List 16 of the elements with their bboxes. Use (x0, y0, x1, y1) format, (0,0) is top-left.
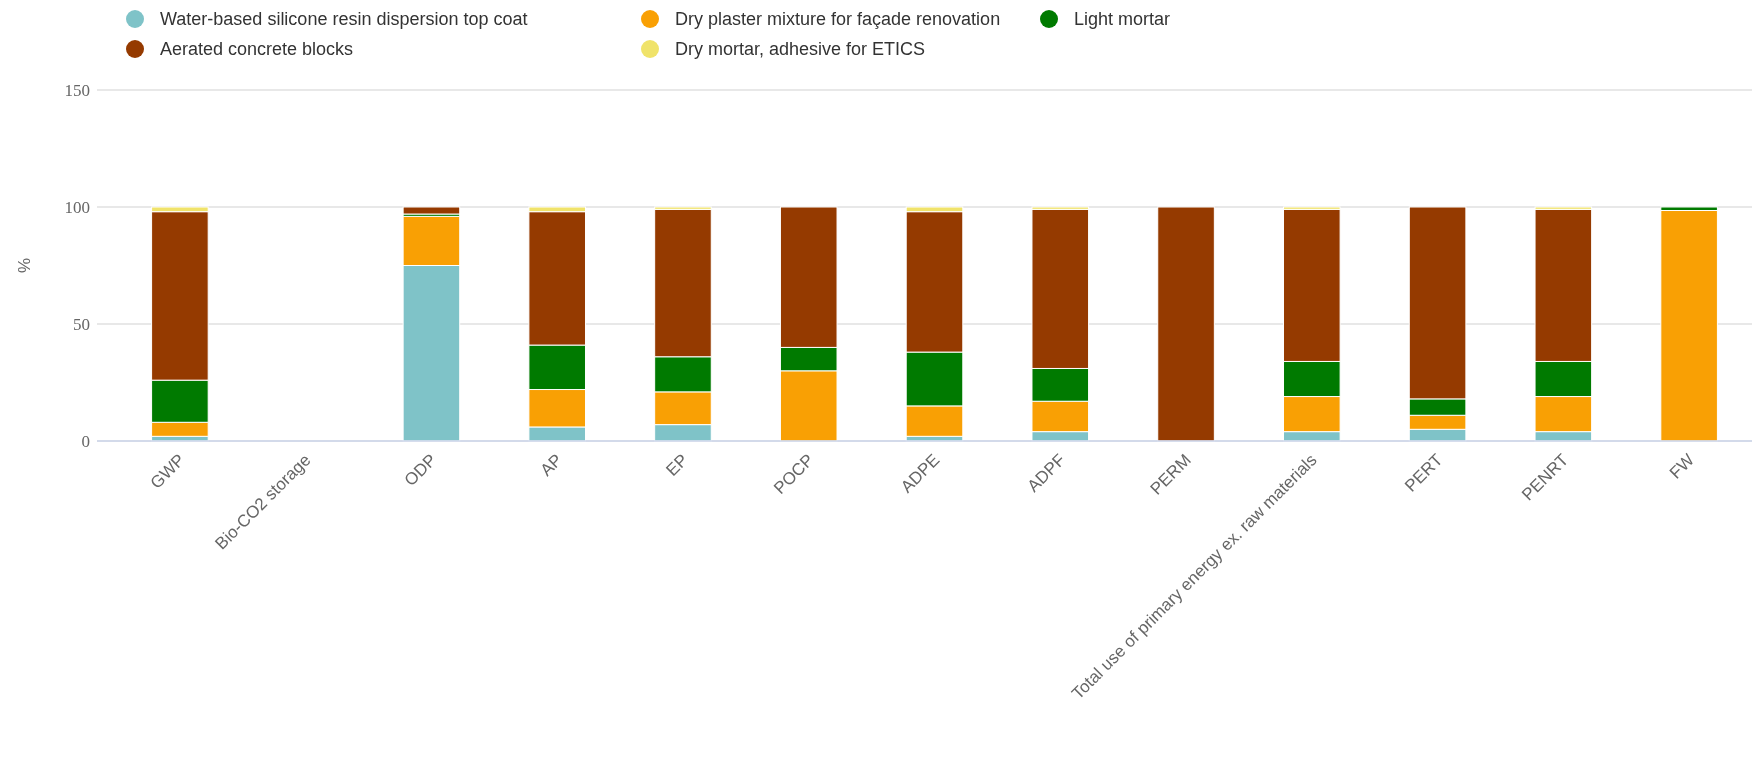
legend-label: Water-based silicone resin dispersion top coat (160, 9, 528, 30)
y-tick-label: 150 (64, 80, 90, 100)
bar (1660, 210, 1718, 442)
y-tick-label: 50 (73, 314, 90, 334)
y-tick-label: 0 (81, 431, 90, 451)
y-axis-title: % (15, 257, 34, 274)
legend-label: Dry plaster mixture for façade renovation (675, 9, 1001, 30)
legend-label: Light mortar (1074, 9, 1171, 30)
bar (1157, 206, 1215, 442)
y-tick-label: 100 (64, 197, 90, 217)
x-tick-label: FW (1665, 450, 1698, 483)
bar (402, 206, 461, 215)
x-tick-label: AP (536, 450, 567, 480)
legend-label: Aerated concrete blocks (160, 39, 354, 60)
legend-label: Dry mortar, adhesive for ETICS (675, 39, 926, 60)
x-tick-label: EP (662, 450, 692, 480)
